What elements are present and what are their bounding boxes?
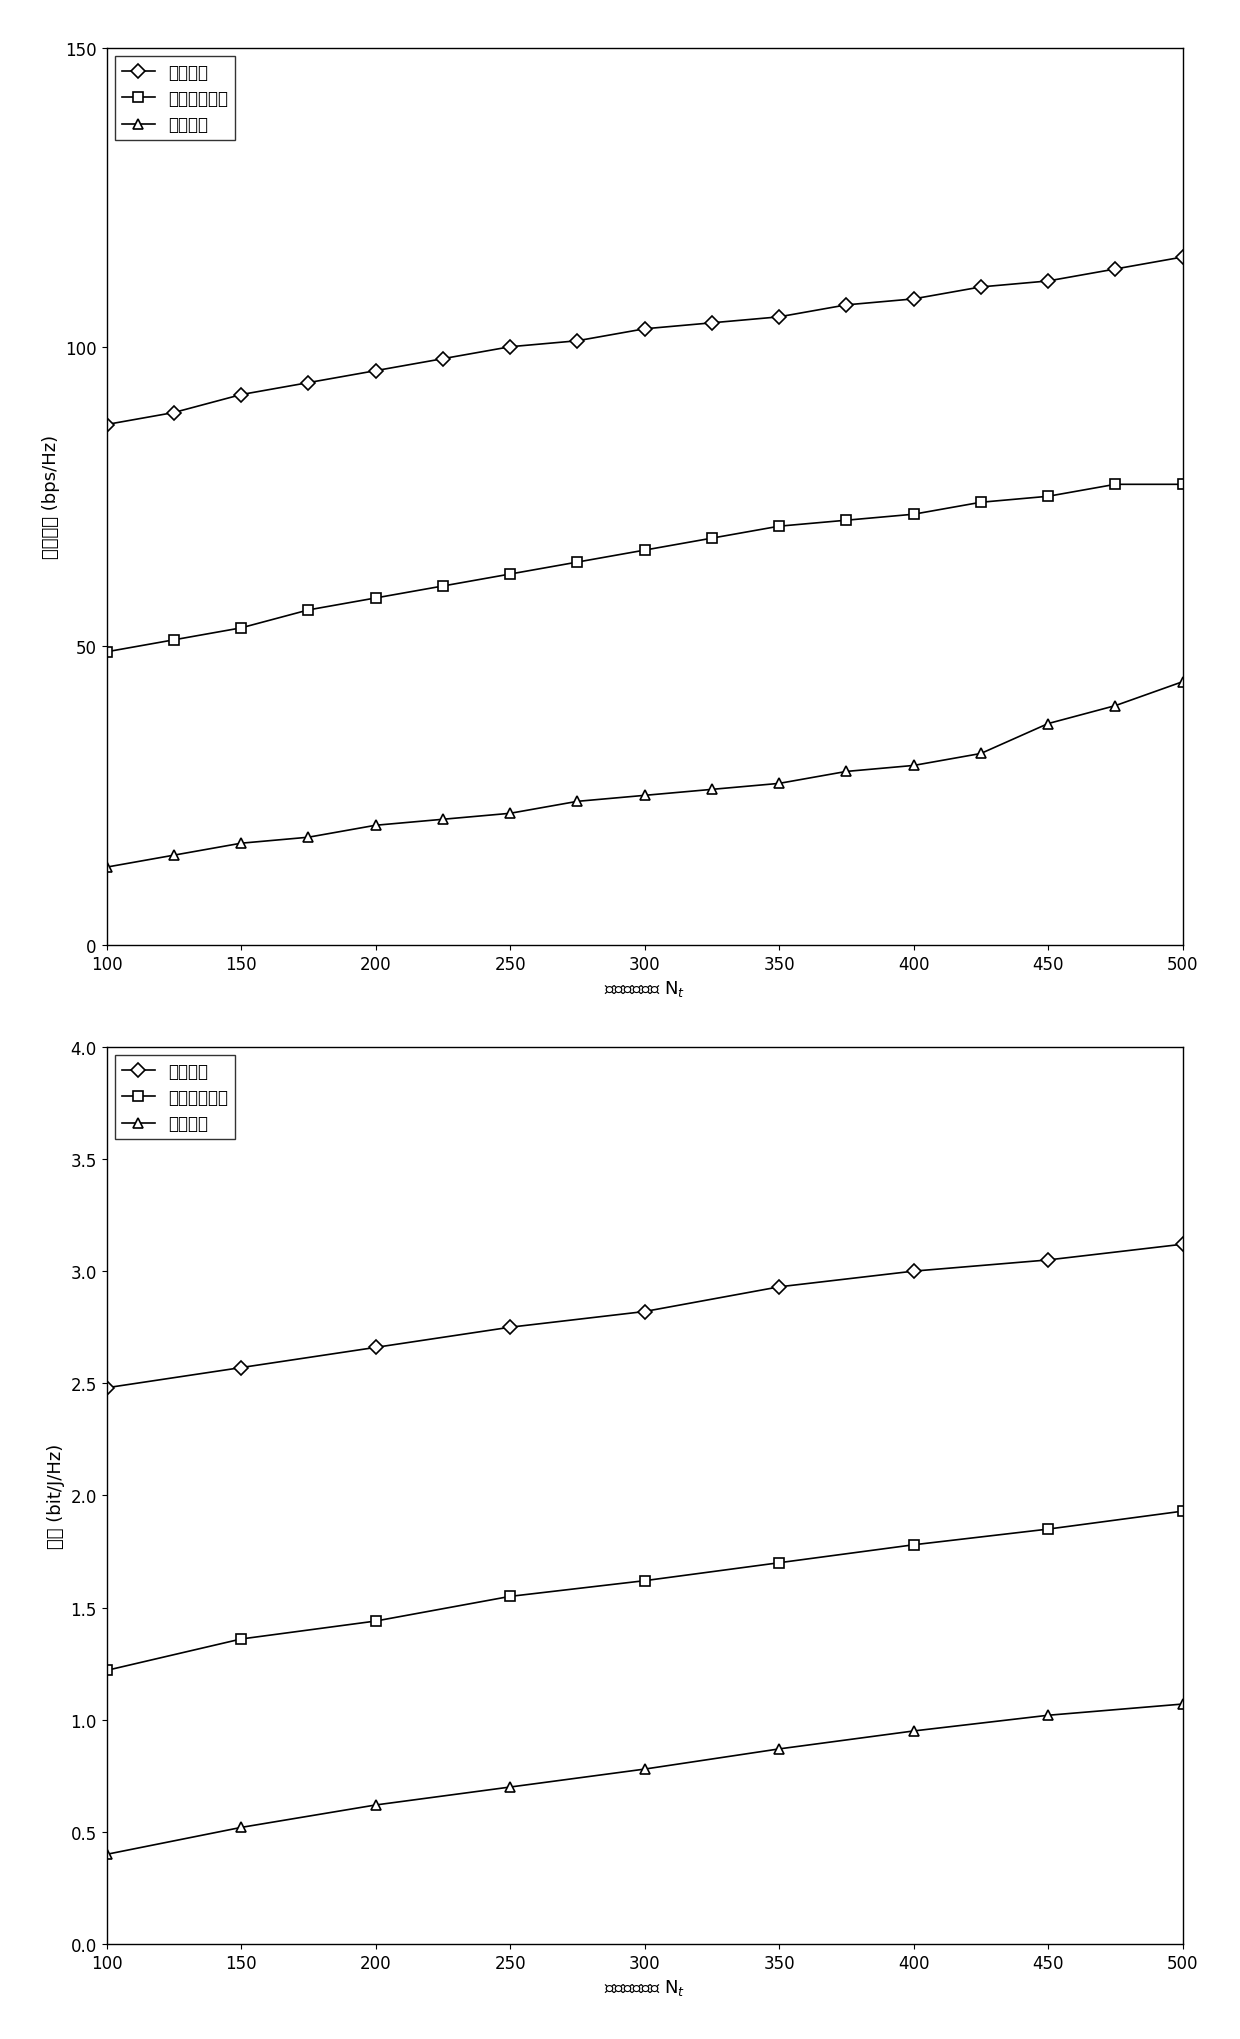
传统方法 xyxy=(1040,1703,1055,1727)
本文方法 xyxy=(1176,1232,1190,1256)
传统方法 xyxy=(502,1774,517,1798)
对比文献方法 xyxy=(368,1609,383,1633)
传统方法 xyxy=(99,856,114,881)
对比文献方法 xyxy=(771,1552,786,1576)
对比文献方法 xyxy=(1040,1517,1055,1541)
本文方法 xyxy=(166,402,181,426)
Line: 对比文献方法: 对比文献方法 xyxy=(102,1507,1188,1676)
本文方法 xyxy=(301,371,316,396)
对比文献方法 xyxy=(502,1584,517,1609)
传统方法 xyxy=(771,1737,786,1762)
传统方法 xyxy=(637,783,652,807)
对比文献方法 xyxy=(839,508,854,532)
Legend: 本文方法, 对比文献方法, 传统方法: 本文方法, 对比文献方法, 传统方法 xyxy=(115,1056,234,1140)
传统方法 xyxy=(1176,671,1190,695)
传统方法 xyxy=(704,777,719,801)
对比文献方法 xyxy=(973,491,988,516)
传统方法 xyxy=(166,844,181,869)
传统方法 xyxy=(233,832,248,856)
对比文献方法 xyxy=(1176,473,1190,498)
传统方法 xyxy=(839,761,854,785)
对比文献方法 xyxy=(233,1627,248,1652)
对比文献方法 xyxy=(637,1568,652,1592)
对比文献方法 xyxy=(99,640,114,665)
本文方法 xyxy=(906,287,921,312)
Line: 本文方法: 本文方法 xyxy=(102,1240,1188,1393)
传统方法 xyxy=(368,814,383,838)
传统方法 xyxy=(233,1815,248,1839)
本文方法 xyxy=(233,383,248,408)
Legend: 本文方法, 对比文献方法, 传统方法: 本文方法, 对比文献方法, 传统方法 xyxy=(115,57,234,141)
本文方法 xyxy=(637,1299,652,1323)
本文方法 xyxy=(839,294,854,318)
本文方法 xyxy=(973,275,988,300)
Line: 传统方法: 传统方法 xyxy=(102,1698,1188,1860)
Line: 本文方法: 本文方法 xyxy=(102,253,1188,430)
对比文献方法 xyxy=(99,1658,114,1682)
传统方法 xyxy=(973,742,988,767)
传统方法 xyxy=(368,1792,383,1817)
传统方法 xyxy=(906,1719,921,1743)
传统方法 xyxy=(1176,1692,1190,1717)
传统方法 xyxy=(301,826,316,850)
Line: 对比文献方法: 对比文献方法 xyxy=(102,481,1188,657)
本文方法 xyxy=(771,306,786,330)
传统方法 xyxy=(1107,693,1122,718)
传统方法 xyxy=(502,801,517,826)
传统方法 xyxy=(771,773,786,797)
本文方法 xyxy=(435,347,450,371)
本文方法 xyxy=(99,414,114,438)
Line: 传统方法: 传统方法 xyxy=(102,677,1188,873)
传统方法 xyxy=(570,789,585,814)
Y-axis label: 能效 (bit/J/Hz): 能效 (bit/J/Hz) xyxy=(47,1444,64,1548)
本文方法 xyxy=(637,318,652,343)
Y-axis label: 频谱效率 (bps/Hz): 频谱效率 (bps/Hz) xyxy=(42,434,60,559)
对比文献方法 xyxy=(1040,485,1055,510)
本文方法 xyxy=(99,1376,114,1401)
本文方法 xyxy=(368,1336,383,1360)
本文方法 xyxy=(1107,257,1122,281)
本文方法 xyxy=(570,330,585,355)
本文方法 xyxy=(233,1356,248,1380)
对比文献方法 xyxy=(368,587,383,612)
本文方法 xyxy=(368,359,383,383)
X-axis label: 宏基站天线数 N$_t$: 宏基站天线数 N$_t$ xyxy=(604,979,686,999)
传统方法 xyxy=(906,754,921,779)
本文方法 xyxy=(1176,245,1190,269)
对比文献方法 xyxy=(704,526,719,551)
对比文献方法 xyxy=(771,514,786,538)
对比文献方法 xyxy=(301,597,316,622)
对比文献方法 xyxy=(637,538,652,563)
对比文献方法 xyxy=(1176,1499,1190,1523)
本文方法 xyxy=(502,334,517,359)
本文方法 xyxy=(1040,269,1055,294)
本文方法 xyxy=(704,312,719,336)
对比文献方法 xyxy=(906,1533,921,1558)
X-axis label: 宏基站天线数 N$_t$: 宏基站天线数 N$_t$ xyxy=(604,1978,686,1998)
对比文献方法 xyxy=(1107,473,1122,498)
对比文献方法 xyxy=(570,551,585,575)
传统方法 xyxy=(99,1841,114,1866)
对比文献方法 xyxy=(435,575,450,599)
本文方法 xyxy=(771,1274,786,1299)
对比文献方法 xyxy=(906,504,921,528)
本文方法 xyxy=(1040,1248,1055,1272)
对比文献方法 xyxy=(166,628,181,652)
对比文献方法 xyxy=(233,616,248,640)
本文方法 xyxy=(906,1260,921,1285)
传统方法 xyxy=(1040,712,1055,736)
本文方法 xyxy=(502,1315,517,1340)
传统方法 xyxy=(435,807,450,832)
对比文献方法 xyxy=(502,563,517,587)
传统方法 xyxy=(637,1758,652,1782)
